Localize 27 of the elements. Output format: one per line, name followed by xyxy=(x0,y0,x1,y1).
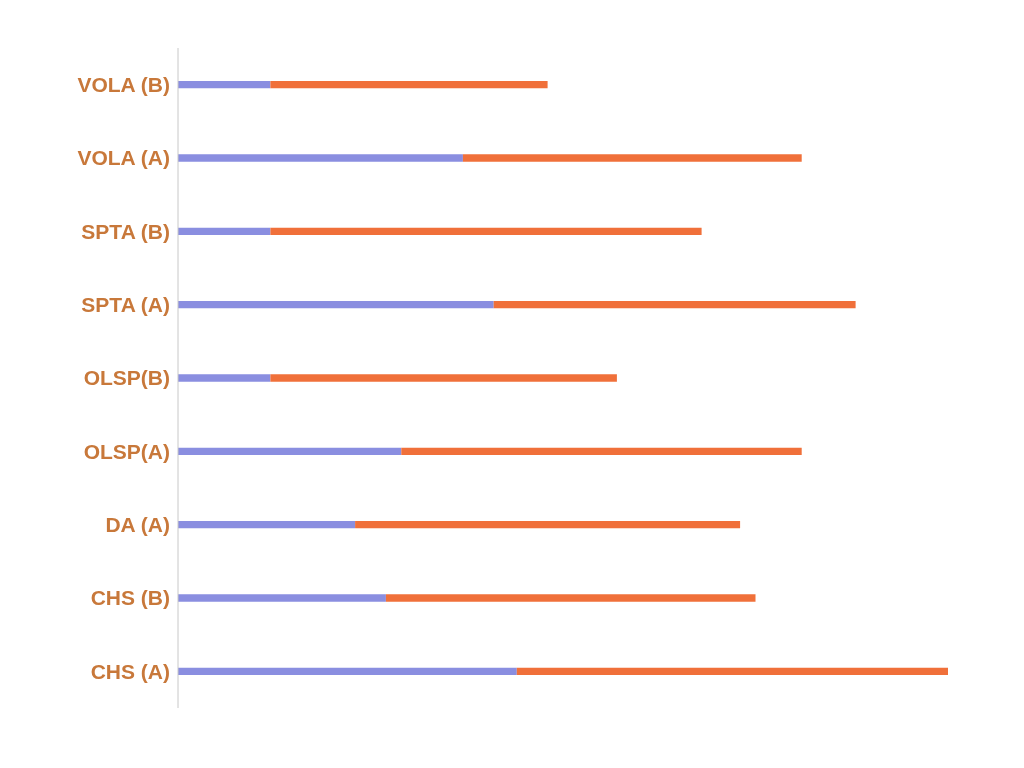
y-tick-label: VOLA (B) xyxy=(77,73,170,97)
bar xyxy=(178,521,356,529)
y-tick-label: CHS (A) xyxy=(90,659,170,683)
bar xyxy=(270,81,548,89)
bar xyxy=(178,81,271,89)
y-tick-label: VOLA (A) xyxy=(77,146,170,170)
bar xyxy=(178,447,402,455)
bar xyxy=(178,154,463,162)
bar xyxy=(178,374,271,382)
bar xyxy=(178,667,517,675)
bar xyxy=(270,374,617,382)
bar xyxy=(493,301,856,309)
bar xyxy=(385,594,756,602)
bar xyxy=(178,227,271,235)
y-tick-label: CHS (B) xyxy=(90,586,170,610)
bar xyxy=(401,447,802,455)
bar xyxy=(178,301,494,309)
y-tick-label: SPTA (B) xyxy=(81,219,170,243)
y-tick-label: SPTA (A) xyxy=(81,293,170,317)
y-tick-label: OLSP(A) xyxy=(83,439,170,463)
y-tick-label: OLSP(B) xyxy=(83,366,170,390)
bar xyxy=(178,594,386,602)
bar xyxy=(355,521,741,529)
y-tick-label: DA (A) xyxy=(105,513,170,537)
bar xyxy=(516,667,948,675)
bar xyxy=(462,154,802,162)
bar xyxy=(270,227,702,235)
